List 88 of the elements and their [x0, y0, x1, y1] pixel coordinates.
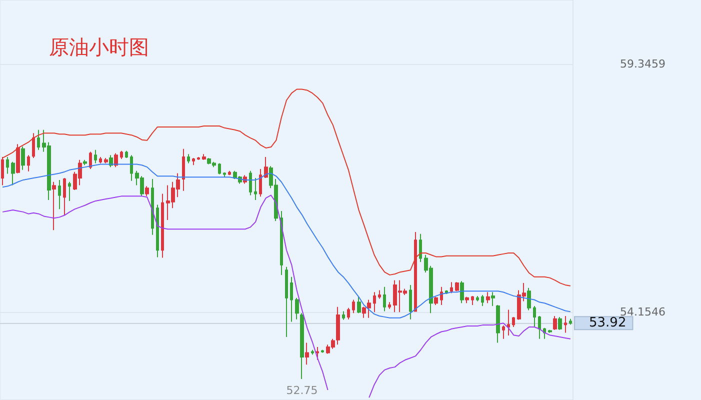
candlestick — [496, 304, 500, 344]
y-tick-label: 54.1546 — [620, 305, 666, 318]
candlestick — [228, 170, 231, 176]
candlestick — [440, 286, 443, 306]
candlestick — [58, 179, 61, 210]
candlestick — [223, 172, 226, 178]
candlestick — [202, 154, 206, 160]
candlestick — [533, 305, 536, 327]
candlestick — [182, 148, 185, 192]
ref-line-label: 53.92 — [589, 316, 626, 331]
candlestick — [481, 294, 484, 306]
candlestick — [21, 146, 25, 170]
candlestick — [156, 204, 159, 258]
candlestick — [89, 151, 92, 170]
candlestick — [419, 233, 422, 263]
candlestick — [259, 168, 262, 198]
candlestick — [68, 181, 71, 202]
candlestick — [491, 292, 495, 306]
candlestick — [254, 178, 257, 200]
candlestick — [218, 162, 221, 175]
candlestick — [120, 150, 123, 160]
candlestick — [249, 170, 252, 196]
candlestick — [290, 276, 293, 322]
candlestick — [471, 295, 474, 306]
candlestick — [548, 329, 552, 334]
candlestick — [52, 181, 56, 231]
candlestick — [383, 286, 386, 312]
candlestick — [460, 280, 464, 304]
line-series — [2, 164, 571, 318]
candlestick — [336, 306, 340, 346]
line-series — [2, 88, 571, 286]
candlestick — [569, 318, 572, 326]
candlestick — [564, 315, 567, 334]
candlestick — [434, 296, 438, 306]
candlestick — [187, 154, 190, 164]
candlestick — [378, 290, 381, 300]
candlestick — [476, 295, 479, 302]
candlestick — [321, 349, 324, 354]
candlestick — [311, 349, 314, 356]
candlestick — [197, 156, 200, 160]
candlestick — [352, 299, 355, 314]
candlestick — [502, 325, 505, 340]
candlestick — [558, 316, 562, 330]
candlestick — [342, 310, 345, 320]
candlestick — [388, 302, 391, 310]
candlestick — [130, 154, 133, 182]
candlestick — [300, 312, 304, 380]
candlestick — [512, 316, 515, 328]
candlestick — [114, 152, 118, 168]
candlestick — [285, 266, 288, 338]
candlestick — [409, 284, 412, 320]
candlestick — [357, 296, 361, 314]
candlestick — [83, 159, 87, 166]
text: 原油小时图 — [49, 35, 149, 59]
candlestick — [94, 149, 97, 164]
candlestick — [280, 210, 283, 276]
candlestick — [145, 186, 149, 197]
candlestick — [125, 150, 128, 158]
candlestick — [507, 309, 510, 336]
candlestick — [465, 296, 469, 304]
candlestick — [553, 315, 557, 330]
candlestick — [373, 292, 376, 313]
candlestick — [305, 342, 309, 366]
candlestick — [27, 154, 30, 172]
candlestick — [543, 327, 546, 340]
candlestick — [16, 144, 20, 174]
candlestick — [538, 315, 541, 340]
annotation: 52.75 — [286, 384, 318, 397]
candlestick — [527, 287, 531, 311]
candlestick — [99, 156, 102, 164]
candlestick — [32, 132, 35, 158]
candlestick — [6, 156, 9, 174]
candlestick — [104, 157, 108, 164]
candlestick — [161, 193, 164, 258]
candlestick — [11, 161, 15, 186]
candlestick — [63, 178, 66, 216]
candlestick — [295, 297, 299, 320]
y-tick-label: 59.3459 — [620, 58, 666, 71]
candlestick — [455, 282, 459, 292]
candlestick — [347, 307, 350, 320]
candlestick — [316, 346, 319, 360]
candlestick — [151, 178, 154, 236]
candlestick — [192, 157, 195, 166]
candlestick — [414, 231, 417, 312]
candlestick — [1, 156, 4, 186]
candlestick — [486, 292, 490, 304]
candlestick — [37, 129, 40, 150]
candlestick — [450, 282, 453, 294]
